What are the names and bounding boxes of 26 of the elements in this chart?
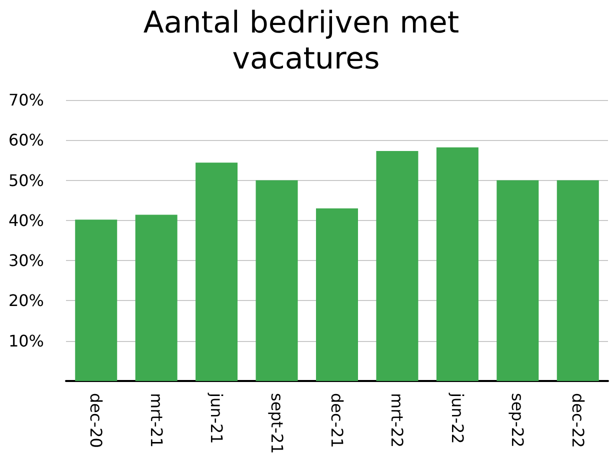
- y-tick-label: 30%: [8, 251, 44, 270]
- y-tick-label: 70%: [8, 90, 44, 110]
- bar: [256, 180, 298, 381]
- chart-title: Aantal bedrijven met vacatures: [143, 6, 469, 76]
- y-tick-label: 40%: [8, 210, 44, 230]
- x-tick-label: jun-21: [207, 392, 226, 444]
- bar: [75, 220, 118, 381]
- y-tick-label: 60%: [8, 130, 44, 150]
- x-tick-label: dec-20: [86, 393, 106, 448]
- x-tick-label: jun-22: [448, 392, 467, 444]
- y-tick-label: 10%: [8, 331, 44, 350]
- bar: [316, 208, 358, 381]
- bar: [496, 180, 539, 381]
- bar: [196, 162, 238, 381]
- x-tick-label: sept-21: [267, 393, 286, 454]
- bar: [556, 180, 599, 381]
- x-tick-label: dec-21: [328, 393, 346, 448]
- bar: [135, 214, 178, 381]
- y-tick-label: 50%: [8, 170, 44, 190]
- bar: [376, 150, 418, 381]
- x-tick-label: mrt-22: [388, 393, 407, 448]
- x-tick-label: sep-22: [508, 393, 528, 448]
- bar: [436, 147, 478, 381]
- x-tick-label: dec-22: [568, 393, 588, 448]
- x-tick-label: mrt-21: [146, 393, 166, 448]
- y-tick-label: 20%: [8, 291, 44, 310]
